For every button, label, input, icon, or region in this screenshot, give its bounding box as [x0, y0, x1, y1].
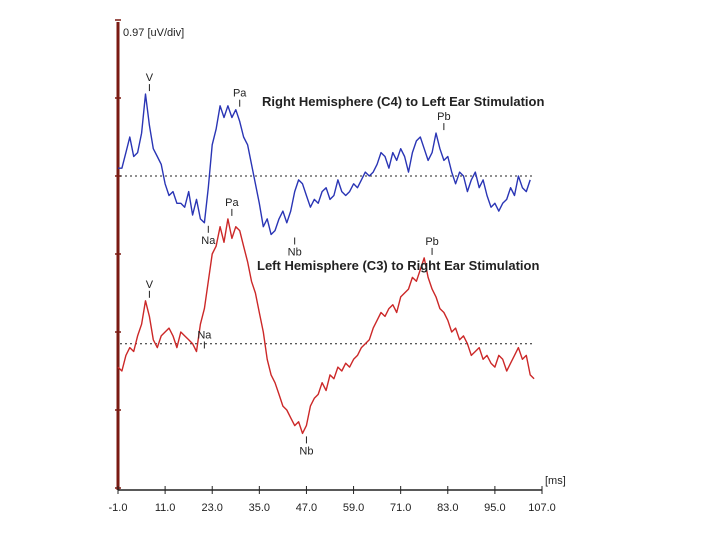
- peak-label: Pa: [225, 197, 239, 209]
- x-tick-label: 71.0: [390, 502, 411, 514]
- series-left-hemisphere: Left Hemisphere (C3) to Right Ear Stimul…: [117, 197, 539, 458]
- scale-label: 0.97 [uV/div]: [123, 27, 184, 39]
- x-tick-label: 11.0: [155, 502, 176, 514]
- x-tick-label: 23.0: [202, 502, 223, 514]
- series-2-line: [117, 218, 535, 435]
- x-axis-ticks: -1.0 11.0 23.0 35.0 47.0 59.0 71.0 83.0 95.0 107.…: [109, 486, 556, 514]
- series-right-hemisphere: Right Hemisphere (C4) to Left Ear Stimul…: [118, 72, 544, 259]
- peak-label: V: [146, 279, 154, 291]
- x-tick-label: 107.0: [528, 502, 556, 514]
- peak-label: Nb: [288, 247, 302, 259]
- series-2-peaks: V Na Pa Nb Pb: [146, 197, 439, 458]
- x-tick-label: 95.0: [484, 502, 505, 514]
- peak-label: Na: [197, 330, 212, 342]
- x-tick-label: 35.0: [249, 502, 270, 514]
- x-tick-label: 83.0: [437, 502, 458, 514]
- x-axis-label: [ms]: [545, 475, 566, 487]
- series-1-peaks: V Na Pa Nb Pb: [146, 72, 451, 258]
- x-tick-label: 59.0: [343, 502, 364, 514]
- peak-label: V: [146, 72, 154, 84]
- peak-label: Pb: [437, 111, 450, 123]
- x-tick-label: 47.0: [296, 502, 317, 514]
- y-axis-divisions: [115, 19, 121, 489]
- peak-label: Na: [201, 235, 216, 247]
- x-tick-label: -1.0: [109, 502, 128, 514]
- series-1-title: Right Hemisphere (C4) to Left Ear Stimul…: [262, 94, 544, 109]
- series-2-title: Left Hemisphere (C3) to Right Ear Stimul…: [257, 258, 539, 273]
- peak-label: Nb: [299, 445, 313, 457]
- peak-label: Pa: [233, 88, 247, 100]
- series-1-line: [118, 93, 531, 236]
- peak-label: Pb: [425, 236, 438, 248]
